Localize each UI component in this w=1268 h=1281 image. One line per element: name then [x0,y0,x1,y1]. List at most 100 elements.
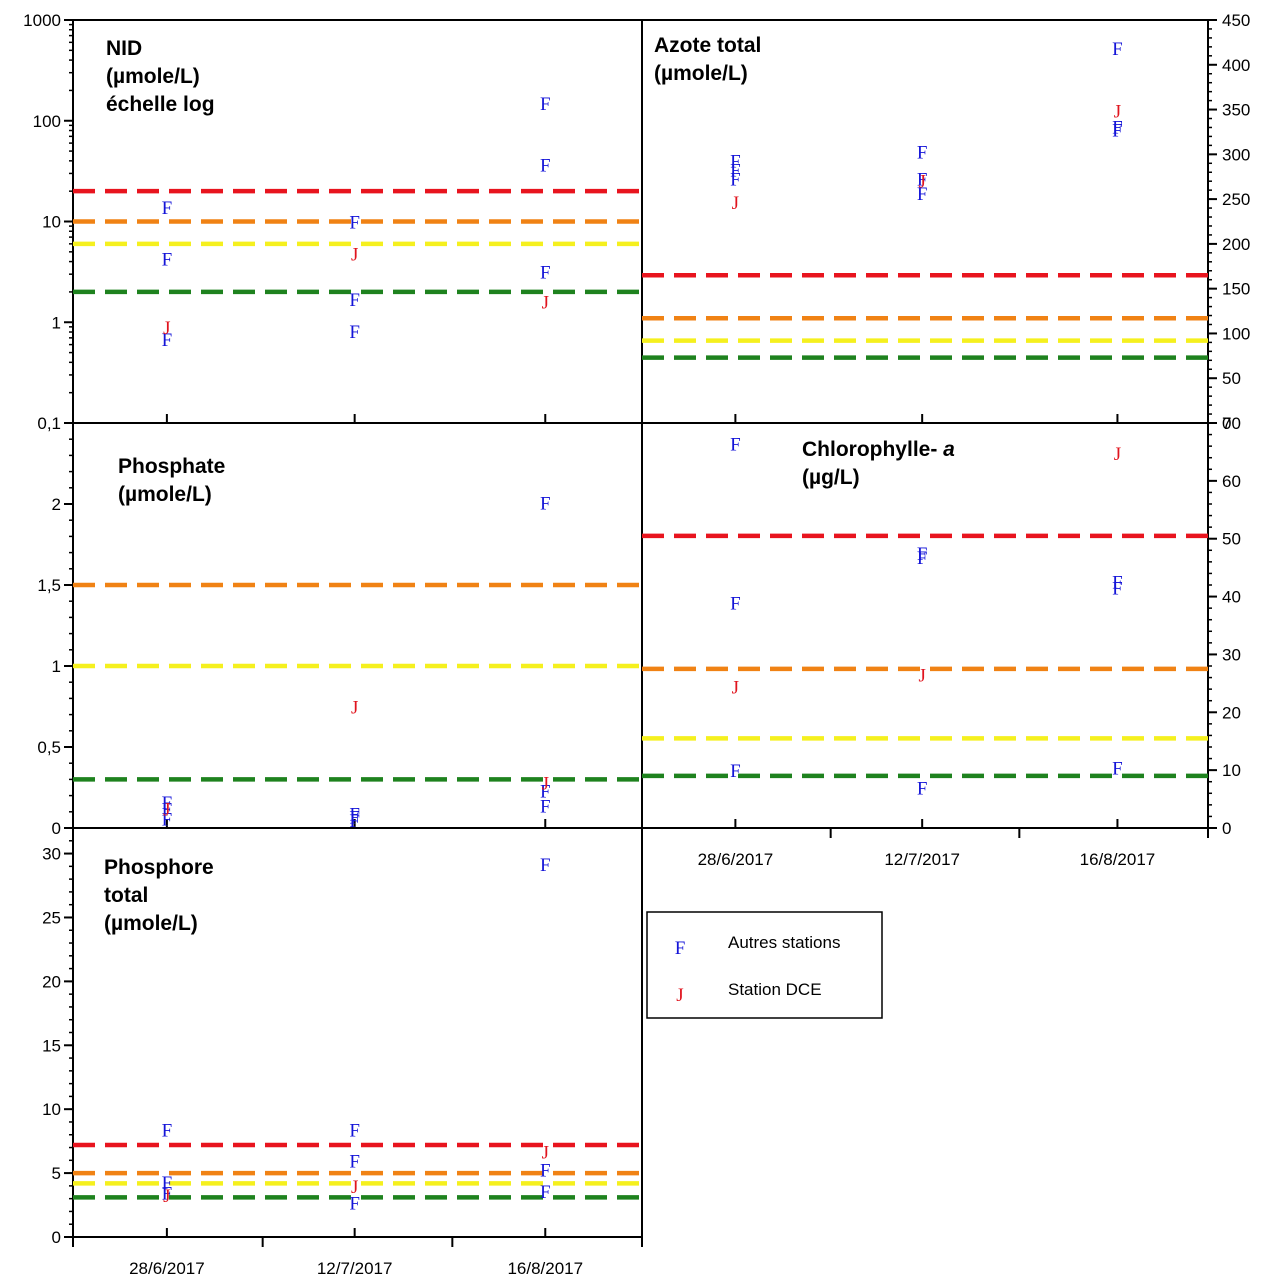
chlorophylle-point-autres: F [1112,578,1123,599]
right-x-label: 28/6/2017 [698,850,774,869]
phosphate-point-autres: F [540,493,551,514]
phosphate-point-dce: J [351,698,358,719]
left-x-label: 12/7/2017 [317,1259,393,1276]
left-x-label: 28/6/2017 [129,1259,205,1276]
phosphate-y-tick-label: 2 [52,495,61,514]
phosphate-point-autres: F [162,800,173,821]
chlorophylle-y-tick-label: 40 [1222,588,1241,607]
nid-point-autres: F [349,290,360,311]
azote-point-autres: F [730,170,741,191]
phosphate-point-autres: F [349,804,360,825]
azote-point-autres: F [730,152,741,173]
azote-point-autres: F [1112,118,1123,139]
nid-point-autres: F [540,94,551,115]
phosphate-y-tick-label: 0 [52,819,61,838]
azote-y-tick-label: 100 [1222,324,1250,343]
azote-y-tick-label: 300 [1222,145,1250,164]
azote-y-tick-label: 400 [1222,56,1250,75]
right-x-axis: 28/6/2017 12/7/2017 16/8/2017 [641,827,1209,869]
phosphate-point-dce: J [163,800,170,821]
phosphore-title-line: total [104,884,148,907]
phosphate-title-line: Phosphate [118,455,225,478]
chlorophylle-y-tick-label: 70 [1222,414,1241,433]
nid-y-tick-label: 0,1 [37,414,61,433]
azote-y-tick-label: 150 [1222,280,1250,299]
phosphate-y-tick-label: 1 [52,657,61,676]
left-x-axis: 28/6/2017 12/7/2017 16/8/2017 [72,1236,643,1278]
nid-y-tick-label: 100 [33,112,61,131]
azote-title-line: Azote total [654,34,761,57]
nid-title-line: (µmole/L) [106,65,200,88]
chlorophylle-y-tick-label: 60 [1222,472,1241,491]
nid-title-line: échelle log [106,93,215,116]
azote-point-autres: F [917,184,928,205]
chlorophylle-point-autres: F [730,761,741,782]
legend-label: Station DCE [728,980,822,999]
nid-point-autres: F [162,198,173,219]
chlorophylle-point-autres: F [917,548,928,569]
azote-point-autres: F [1112,39,1123,60]
chlorophylle-point-dce: J [1114,444,1121,465]
phosphore-y-tick-label: 25 [42,908,61,927]
chlorophylle-title-line: Chlorophylle- a [802,438,955,461]
chlorophylle-y-tick-label: 50 [1222,530,1241,549]
azote-y-tick-label: 200 [1222,235,1250,254]
azote-point-autres: F [730,161,741,182]
chlorophylle-point-autres: F [917,544,928,565]
phosphate-title-line: (µmole/L) [118,483,212,506]
phosphate-y-tick-label: 0,5 [37,738,61,757]
chlorophylle-point-autres: F [1112,758,1123,779]
left-x-label: 16/8/2017 [507,1259,583,1276]
phosphore-y-tick-label: 20 [42,972,61,991]
phosphate-point-autres: F [162,793,173,814]
chlorophylle-point-autres: F [730,434,741,455]
nid-title-line: NID [106,37,142,60]
nid-point-dce: J [351,245,358,266]
phosphore-point-autres: F [349,1151,360,1172]
azote-point-dce: J [1114,101,1121,122]
legend: F Autres stations J Station DCE [646,911,883,1019]
phosphore-point-autres: F [349,1121,360,1142]
nid-y-tick-label: 1000 [23,11,61,30]
phosphore-point-autres: F [162,1121,173,1142]
phosphate-point-autres: F [349,808,360,829]
azote-y-tick-label: 250 [1222,190,1250,209]
phosphore-point-dce: J [542,1142,549,1163]
phosphate-y-tick-label: 1,5 [37,576,61,595]
phosphore-point-autres: F [540,1160,551,1181]
azote-y-tick-label: 50 [1222,369,1241,388]
phosphore-point-dce: J [351,1177,358,1198]
azote-point-autres: F [917,143,928,164]
nid-panel: 0,11101001000FFFFFFFFFJJJNID(µmole/L)éch… [23,11,643,433]
chlorophylle-y-tick-label: 0 [1222,819,1231,838]
phosphore-point-autres: F [540,855,551,876]
azote-point-dce: J [918,171,925,192]
chlorophylle-point-dce: J [732,677,739,698]
phosphore-frame [72,827,643,1238]
nid-point-autres: F [349,322,360,343]
azote-point-autres: F [917,170,928,191]
azote-y-tick-label: 350 [1222,101,1250,120]
chlorophylle-y-tick-label: 10 [1222,761,1241,780]
right-x-label: 16/8/2017 [1080,850,1156,869]
phosphore-y-tick-label: 10 [42,1100,61,1119]
chlorophylle-title-line: (µg/L) [802,466,860,489]
phosphate-point-dce: J [542,774,549,795]
azote-y-tick-label: 0 [1222,414,1231,433]
azote-point-autres: F [1112,120,1123,141]
phosphore-y-tick-label: 0 [52,1228,61,1247]
chlorophylle-point-autres: F [1112,573,1123,594]
right-x-label: 12/7/2017 [884,850,960,869]
chlorophylle-y-tick-label: 30 [1222,645,1241,664]
phosphate-point-autres: F [540,782,551,803]
phosphore-point-autres: F [162,1173,173,1194]
nid-point-autres: F [540,262,551,283]
legend-symbol: J [676,985,683,1006]
azote-panel: 050100150200250300350400450FFFFFFFFFJJJA… [641,11,1250,433]
azote-y-tick-label: 450 [1222,11,1250,30]
nid-point-dce: J [163,318,170,339]
